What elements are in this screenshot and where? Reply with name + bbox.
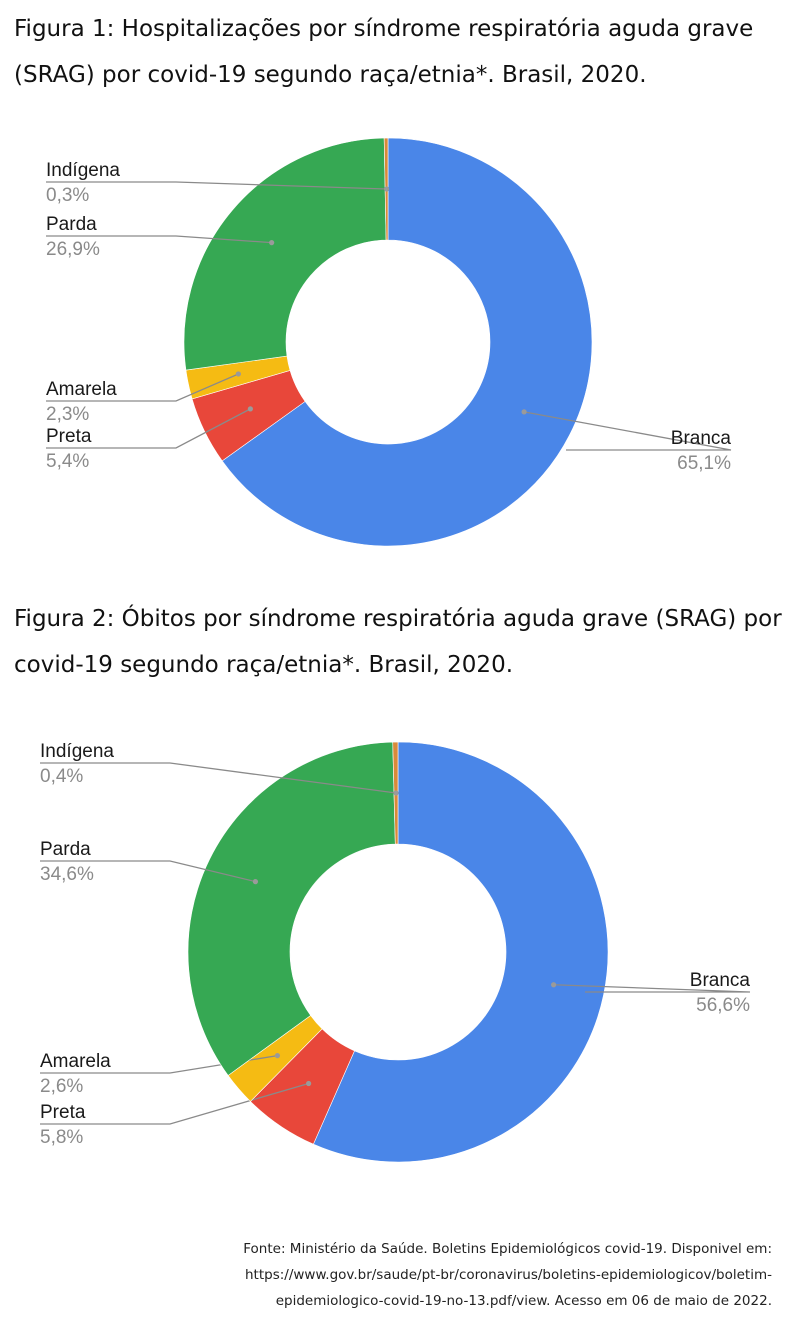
leader-line-preta [40, 1082, 309, 1125]
figure-2-donut-chart: Branca 56,6% Preta 5,8% Amarela 2,6% Parda 34,6… [40, 741, 751, 1163]
label-parda: Parda [46, 214, 97, 235]
leader-dot-branca [550, 982, 557, 988]
leader-line-parda [40, 860, 256, 883]
leader-dot-amarela [235, 371, 241, 377]
slice-branca [221, 137, 593, 547]
value-preta: 5,4% [46, 451, 89, 472]
leader-line-amarela [46, 373, 239, 402]
leader-line-indigena [46, 181, 387, 190]
leader-dot-preta [247, 406, 253, 412]
figure-1-donut-chart: Branca 65,1% Preta 5,4% Amarela 2,3% Parda 26,9… [46, 137, 732, 547]
slice-parda [187, 741, 396, 1076]
value-preta: 5,8% [40, 1127, 83, 1148]
leader-line-indigena [40, 762, 397, 794]
label-indigena: Indígena [40, 741, 114, 762]
slice-parda [183, 137, 387, 371]
value-branca: 56,6% [696, 995, 750, 1016]
figure-2-title: Figura 2: Óbitos por síndrome respiratór… [14, 606, 782, 678]
source-line-2: https://www.gov.br/saude/pt-br/coronavir… [245, 1267, 772, 1283]
leader-dot-amarela [274, 1053, 281, 1059]
label-parda: Parda [40, 839, 91, 860]
leader-dot-parda [269, 240, 275, 246]
value-indigena: 0,4% [40, 766, 83, 787]
source-line-1: Fonte: Ministério da Saúde. Boletins Epi… [243, 1241, 772, 1257]
leader-line-preta [46, 408, 251, 449]
value-amarela: 2,6% [40, 1076, 83, 1097]
label-indigena: Indígena [46, 160, 120, 181]
figure-1-title: Figura 1: Hospitalizações por síndrome r… [14, 16, 754, 88]
label-preta: Preta [40, 1102, 86, 1123]
leader-dot-indigena [393, 790, 399, 796]
source-line-3: epidemiologico-covid-19-no-13.pdf/view. … [275, 1293, 772, 1309]
value-amarela: 2,3% [46, 404, 89, 425]
label-preta: Preta [46, 426, 92, 447]
value-indigena: 0,3% [46, 185, 89, 206]
leader-dot-indigena [383, 186, 390, 192]
label-amarela: Amarela [46, 379, 117, 400]
leader-line-parda [46, 235, 272, 244]
leader-dot-preta [306, 1080, 312, 1087]
slice-branca [312, 741, 609, 1163]
value-branca: 65,1% [677, 453, 731, 474]
label-amarela: Amarela [40, 1051, 111, 1072]
leader-dot-parda [252, 879, 259, 885]
value-parda: 34,6% [40, 864, 94, 885]
leader-dot-branca [521, 409, 527, 415]
source-note: Fonte: Ministério da Saúde. Boletins Epi… [132, 1236, 772, 1314]
leader-line-branca [553, 984, 751, 993]
label-branca: Branca [671, 428, 732, 449]
value-parda: 26,9% [46, 239, 100, 260]
label-branca: Branca [690, 970, 751, 991]
leader-line-branca [523, 411, 732, 451]
